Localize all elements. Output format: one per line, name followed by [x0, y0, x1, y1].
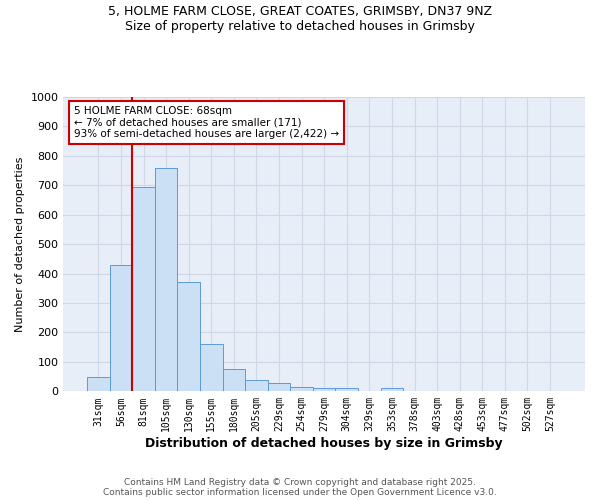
Bar — [110, 265, 132, 392]
Bar — [313, 388, 335, 392]
X-axis label: Distribution of detached houses by size in Grimsby: Distribution of detached houses by size … — [145, 437, 503, 450]
Text: 5 HOLME FARM CLOSE: 68sqm
← 7% of detached houses are smaller (171)
93% of semi-: 5 HOLME FARM CLOSE: 68sqm ← 7% of detach… — [74, 106, 339, 139]
Bar — [200, 344, 223, 392]
Bar — [155, 168, 178, 392]
Bar — [268, 382, 290, 392]
Bar — [223, 370, 245, 392]
Bar — [335, 388, 358, 392]
Bar — [290, 387, 313, 392]
Bar — [380, 388, 403, 392]
Bar — [245, 380, 268, 392]
Bar — [132, 187, 155, 392]
Bar — [87, 376, 110, 392]
Y-axis label: Number of detached properties: Number of detached properties — [15, 156, 25, 332]
Bar — [178, 282, 200, 392]
Text: Contains HM Land Registry data © Crown copyright and database right 2025.
Contai: Contains HM Land Registry data © Crown c… — [103, 478, 497, 497]
Text: 5, HOLME FARM CLOSE, GREAT COATES, GRIMSBY, DN37 9NZ
Size of property relative t: 5, HOLME FARM CLOSE, GREAT COATES, GRIMS… — [108, 5, 492, 33]
